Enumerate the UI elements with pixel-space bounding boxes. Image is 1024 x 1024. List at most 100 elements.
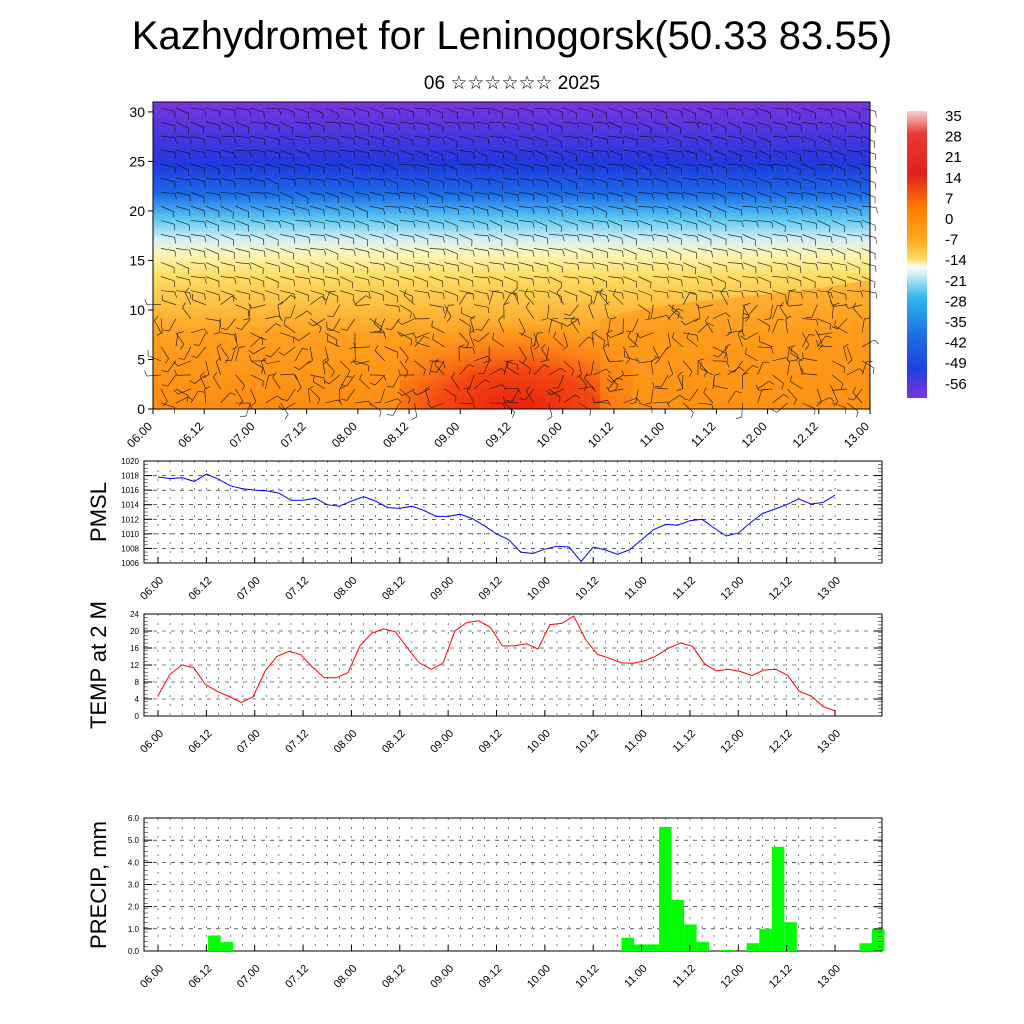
wind-barb [503,248,518,253]
wind-barb-feather [323,137,326,144]
pmsl-x-axis: 06.00 06.12 07.00 07.12 08.00 08.12 09.00 09.12… [138,557,843,603]
wind-barb-feather [603,340,606,347]
wind-barb [638,149,652,156]
wind-barb-feather [764,318,771,321]
wind-barb [727,177,742,181]
wind-barb [787,191,802,195]
wind-barb [718,346,728,358]
wind-barb [682,163,697,167]
wind-barb [727,290,742,293]
wind-barb-feather [233,265,236,272]
wind-barb [220,248,235,253]
x-tick-label: 12.12 [767,963,795,991]
wind-barb-feather [726,168,728,175]
wind-barb [802,290,817,294]
wind-barb-feather [323,151,326,158]
pmsl-grid [144,460,882,564]
wind-barb-feather [260,337,267,341]
wind-barb [787,346,790,361]
wind-barb-feather [472,165,476,171]
wind-barb-feather [725,343,731,348]
x-tick-label: 06.12 [187,728,215,756]
wind-barb-feather [442,181,445,188]
wind-barb [787,206,802,209]
wind-barb [309,388,321,400]
wind-barb [623,163,637,170]
wind-barb-feather [412,390,418,396]
x-tick-label: 09.00 [428,575,456,603]
wind-barb-feather [385,327,392,331]
wind-barb [831,304,834,319]
wind-barb-feather [368,111,370,118]
x-tick-label: 06.12 [187,575,215,603]
wind-barb [608,318,611,333]
wind-barb-feather [708,322,714,327]
wind-barb [817,191,832,195]
section-y-tick-label: 20 [129,203,145,219]
wind-barb [199,332,207,346]
wind-barb-feather [353,110,356,117]
wind-barb-feather [284,414,289,420]
wind-barb [265,248,279,254]
wind-barb [402,388,415,397]
wind-barb [817,163,832,166]
wind-barb [772,394,784,404]
wind-barb-feather [413,193,416,200]
wind-barb-feather [383,151,386,158]
wind-barb-feather [263,167,266,174]
wind-barb [712,107,727,111]
y-tick-label: 1006 [121,559,139,568]
wind-barb [192,299,206,305]
precip-bar [634,944,647,951]
wind-barb [623,397,637,404]
wind-barb [280,206,294,211]
wind-barb-feather [741,291,744,298]
wind-barb-feather [592,278,595,285]
wind-barb-feather [326,315,334,318]
wind-barb-feather [442,307,445,314]
wind-barb-feather [547,292,550,299]
x-tick-label: 12.00 [718,575,746,603]
wind-barb-feather [815,151,818,158]
wind-barb-feather [387,414,394,416]
wind-barb [160,177,175,183]
wind-barb-feather [875,237,877,244]
wind-barb [772,357,787,362]
wind-barb-feather [317,398,321,405]
wind-barb [654,387,669,390]
y-tick-label: 4 [135,695,140,704]
wind-barb [399,360,409,373]
wind-barb-feather [711,193,714,200]
wind-barb [525,306,535,319]
wind-barb-feather [562,345,568,351]
wind-barb-feather [607,123,610,130]
wind-barb [265,315,280,320]
wind-barb-feather [248,195,250,202]
wind-barb [205,360,210,375]
wind-barb-feather [513,287,519,292]
wind-barb [474,107,489,110]
wind-barb-feather [307,360,313,364]
wind-barb [593,248,608,253]
wind-barb [861,360,875,369]
wind-barb-feather [219,179,222,186]
wind-barb [489,135,504,138]
wind-barb-feather [323,125,325,132]
wind-barb-feather [726,266,728,273]
wind-barb-feather [248,294,251,301]
wind-barb [608,163,623,166]
wind-barb-feather [319,327,322,334]
x-tick-label: 08.12 [380,963,408,991]
precip-bar [859,943,872,951]
section-x-tick-label: 06.00 [124,419,155,450]
wind-barb-feather [234,278,237,284]
wind-barb-feather [413,180,415,187]
wind-barb [682,332,697,336]
x-tick-label: 08.00 [332,575,360,603]
wind-barb [339,192,354,198]
wind-barb [757,192,771,198]
wind-barb-feather [231,295,238,300]
wind-barb-feather [603,343,609,349]
wind-barb [712,276,726,283]
wind-barb [250,177,265,182]
